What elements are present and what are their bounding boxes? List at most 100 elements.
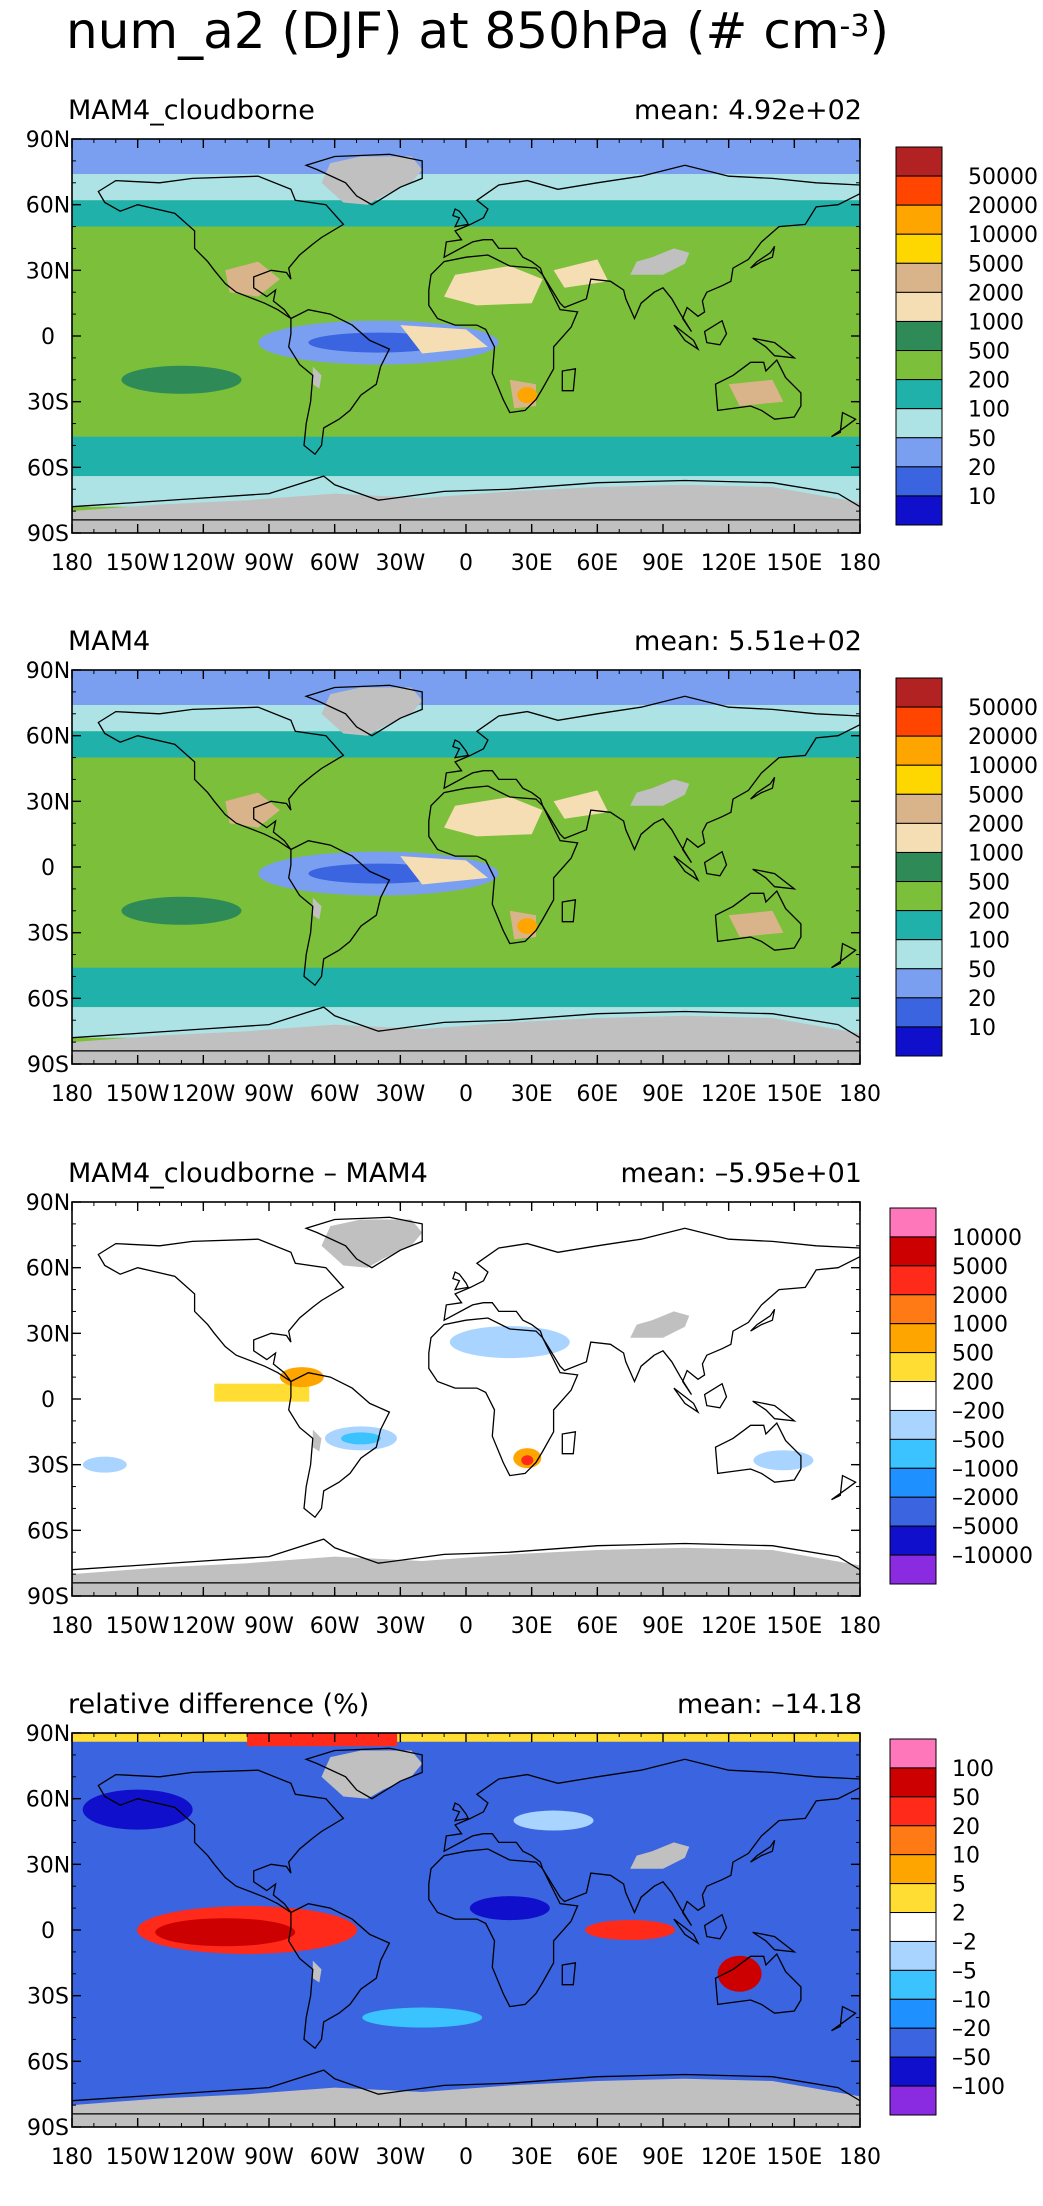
figure-title-exponent: -3 [839,9,870,44]
coastline-new-zealand [831,411,857,438]
lon-tick-label: 30E [511,551,553,576]
colorbar-label: 10000 [968,754,1038,779]
coastline-south-america [288,1372,391,1519]
colorbar-swatch [895,437,943,468]
colorbar-label: 10000 [968,223,1038,248]
lat-tick-label: 90N [26,1191,70,1216]
coastlines [72,1747,860,2115]
colorbar-swatch [889,1912,937,1942]
colorbar-label: 20 [952,1815,980,1840]
negative-difference-region [362,2007,483,2028]
lon-tick-label: 120W [171,1614,235,1639]
colorbar-swatch [895,851,943,883]
panel-subtitle: MAM4_cloudborne [68,95,315,126]
lat-tick-label: 90S [27,522,69,547]
missing-data-region [321,1750,423,1799]
colorbar-label: 20 [968,456,996,481]
panel-mean: mean: –5.95e+01 [621,1158,862,1189]
colorbar-label: 500 [952,1342,994,1367]
coastline-borneo [703,1382,728,1409]
lon-tick-label: 150E [766,2145,822,2170]
lat-tick-label: 30S [27,1454,69,1479]
lon-tick-label: 30W [375,551,425,576]
coastline-north-america [97,1238,345,1383]
lon-tick-label: 180 [839,1614,881,1639]
colorbar-label: 5 [952,1873,966,1898]
coastline-japan [750,1308,776,1332]
lat-tick-label: 0 [41,1388,55,1413]
colorbar-swatch [889,1796,937,1827]
colorbar-swatch [889,1381,937,1411]
lat-tick-label: 60N [26,1788,70,1813]
lat-tick-label: 90N [26,1722,70,1747]
lat-tick-label: 90N [26,659,70,684]
colorbar-label: –200 [952,1399,1005,1424]
colorbar-swatch [895,793,943,824]
colorbar-label: 1000 [968,841,1024,866]
lat-tick-label: 30S [27,1985,69,2010]
colorbar-swatch [895,495,943,526]
positive-difference-band [247,1733,398,1747]
lat-tick-label: 90S [27,1053,69,1078]
lat-tick-label: 30S [27,391,69,416]
lat-tick-label: 60N [26,194,70,219]
positive-difference-core [521,1455,534,1466]
colorbar-swatch [889,1854,937,1885]
colorbar-label: 10 [968,1016,996,1041]
colorbar-swatch [889,1998,937,2029]
colorbar-label: 500 [968,340,1010,365]
colorbar-label: 5000 [952,1255,1008,1280]
colorbar-swatch [889,1825,937,1856]
missing-data-region [630,1311,690,1338]
coastline-greenland [304,1747,423,1800]
coastline-new-guinea [752,337,797,359]
colorbar: 50000 20000 10000 5000 2000 1000 500 200 100 50 20… [895,146,1038,526]
colorbar-swatch [889,1940,937,1971]
coastline-new-zealand [831,942,857,969]
high-concentration-region [553,259,609,288]
colorbar-swatch [895,146,943,177]
colorbar-swatch [895,291,943,322]
lat-tick-label: 30S [27,922,69,947]
coastlines [72,153,860,521]
lon-tick-label: 60W [310,2145,360,2170]
colorbar-label: 5000 [968,783,1024,808]
figure-title-close: ) [869,2,889,60]
map-field [72,670,860,1064]
map-panel-1: 180 150W 120W 90W 60W 30W 0 30E 60E 90E 120E 150E 18… [26,626,1038,1107]
negative-difference-region [82,1789,193,1830]
colorbar-swatch [895,939,943,970]
colorbar-label: 50000 [968,165,1038,190]
coastline-borneo [703,1913,728,1940]
colorbar-label: –5 [952,1959,977,1984]
lon-tick-label: 180 [51,1614,93,1639]
coastline-north-america [97,1769,345,1914]
positive-difference-region [214,1383,310,1402]
lon-tick-label: 90E [642,2145,684,2170]
missing-data-region [312,1429,322,1452]
coastline-madagascar [561,368,577,392]
colorbar-label: –10000 [952,1544,1033,1569]
colorbar-label: –100 [952,2075,1005,2100]
coastline-north-america [97,175,345,320]
colorbar-swatch [889,1496,937,1527]
coastline-japan [750,776,776,800]
coastline-antarctica [72,1538,860,1584]
colorbar-swatch [895,968,943,999]
lon-tick-label: 90E [642,1614,684,1639]
concentration-band [72,436,860,477]
colorbar-label: 2000 [968,281,1024,306]
colorbar-label: –1000 [952,1457,1019,1482]
high-concentration-region [553,790,609,819]
coastline-sumatra [673,324,700,352]
coastline-japan [750,245,776,269]
negative-difference-region [753,1450,814,1471]
lon-tick-label: 30E [511,1082,553,1107]
lon-tick-label: 180 [839,551,881,576]
coastline-new-zealand [831,1474,857,1501]
panel-mean: mean: –14.18 [677,1689,862,1720]
coastline-africa [428,254,579,414]
coastline-sumatra [673,855,700,883]
map-field [72,1202,860,1596]
colorbar-swatch [895,379,943,410]
